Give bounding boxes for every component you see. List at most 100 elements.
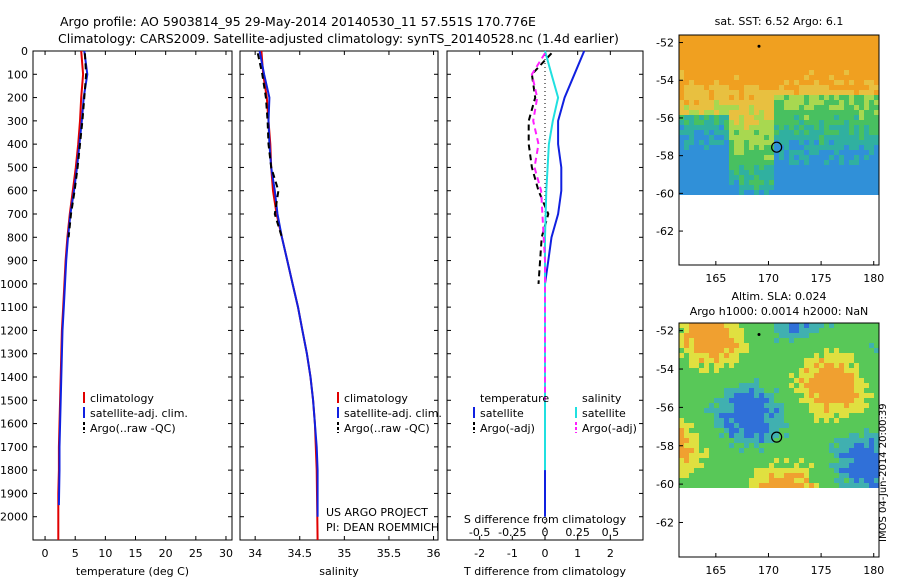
sst-map-cell (794, 150, 799, 155)
sst-map-cell (719, 130, 724, 135)
sst-map-cell (739, 45, 744, 50)
sst-map-cell (759, 170, 764, 175)
sla-map-cell (774, 423, 779, 428)
sal-legend-label: satellite-adj. clim. (344, 407, 442, 420)
sla-map-cell (834, 428, 839, 433)
sla-map-cell (769, 348, 774, 353)
sla-map-cell (824, 473, 829, 478)
sla-map-cell (779, 473, 784, 478)
sst-map-cell (719, 165, 724, 170)
sst-map-cell (784, 100, 789, 105)
sst-map-cell (684, 180, 689, 185)
sst-map-cell (849, 175, 854, 180)
sst-map-cell (724, 180, 729, 185)
sst-map-cell (839, 40, 844, 45)
sla-map-cell (789, 348, 794, 353)
sst-map-cell (839, 115, 844, 120)
sla-map-cell (819, 473, 824, 478)
sst-map-cell (829, 160, 834, 165)
sla-map-cell (834, 378, 839, 383)
sst-map-cell (864, 65, 869, 70)
sst-map-cell (849, 130, 854, 135)
diff-stick-label: -0.5 (469, 526, 490, 539)
sst-map-cell (759, 65, 764, 70)
sst-map-cell (854, 105, 859, 110)
sla-map-cell (734, 348, 739, 353)
sst-map-cell (859, 170, 864, 175)
sst-map-cell (814, 105, 819, 110)
sst-map-cell (829, 100, 834, 105)
sla-map-cell (759, 438, 764, 443)
sla-map-cell (779, 383, 784, 388)
sst-map-cell (689, 160, 694, 165)
sst-map-cell (744, 85, 749, 90)
sla-map-cell (839, 333, 844, 338)
sla-map-cell (754, 413, 759, 418)
sst-map-cell (769, 85, 774, 90)
sla-map-cell (809, 478, 814, 483)
sst-map-cell (779, 50, 784, 55)
sla-map-cell (679, 478, 684, 483)
sla-map-cell (849, 323, 854, 328)
sla-map-cell (754, 458, 759, 463)
sst-map-cell (854, 125, 859, 130)
sst-map-cell (704, 105, 709, 110)
sla-map-cell (704, 438, 709, 443)
sst-map-cell (724, 120, 729, 125)
sst-map-cell (814, 120, 819, 125)
sla-map-cell (864, 393, 869, 398)
sst-map-cell (874, 140, 879, 145)
sla-map-cell (844, 373, 849, 378)
sst-map-cell (799, 110, 804, 115)
sla-map-cell (694, 368, 699, 373)
sst-map-cell (864, 155, 869, 160)
sla-map-cell (849, 353, 854, 358)
sla-map-cell (854, 408, 859, 413)
sst-map-cell (824, 45, 829, 50)
sla-map-cell (704, 463, 709, 468)
sla-map-cell (774, 353, 779, 358)
sla-map-cell (799, 363, 804, 368)
sst-map-cell (764, 40, 769, 45)
sst-map-cell (739, 100, 744, 105)
sst-map-cell (684, 85, 689, 90)
sst-map-cell (779, 180, 784, 185)
sla-map-cell (819, 338, 824, 343)
sla-map-cell (829, 383, 834, 388)
sla-map-cell (719, 353, 724, 358)
sla-map-cell (689, 403, 694, 408)
sla-map-cell (709, 348, 714, 353)
sst-map-cell (709, 50, 714, 55)
sla-map-cell (754, 463, 759, 468)
sla-map-cell (834, 418, 839, 423)
sst-map-cell (749, 65, 754, 70)
sst-xtick-label: 175 (811, 272, 832, 285)
sla-map-cell (794, 468, 799, 473)
sla-map-cell (854, 378, 859, 383)
sla-map-cell (829, 398, 834, 403)
sst-map-cell (779, 80, 784, 85)
sst-map-cell (794, 60, 799, 65)
sst-map-cell (734, 35, 739, 40)
sst-map-cell (734, 155, 739, 160)
sla-map-cell (829, 483, 834, 488)
sst-map-cell (844, 90, 849, 95)
sst-map-cell (834, 35, 839, 40)
sla-map-cell (854, 348, 859, 353)
depth-tick-label: 1300 (0, 348, 28, 361)
sst-map-cell (794, 170, 799, 175)
sst-map-title: sat. SST: 6.52 Argo: 6.1 (715, 15, 844, 28)
sla-map-cell (684, 478, 689, 483)
sst-map-cell (694, 115, 699, 120)
sst-map-cell (789, 135, 794, 140)
sla-map-cell (874, 398, 879, 403)
sla-map-cell (814, 418, 819, 423)
sla-map-cell (749, 413, 754, 418)
sst-map-cell (784, 130, 789, 135)
sst-map-cell (859, 145, 864, 150)
sst-map-cell (864, 60, 869, 65)
sla-map-cell (714, 353, 719, 358)
sla-map-cell (804, 373, 809, 378)
sst-map-cell (774, 100, 779, 105)
sst-map-cell (839, 145, 844, 150)
